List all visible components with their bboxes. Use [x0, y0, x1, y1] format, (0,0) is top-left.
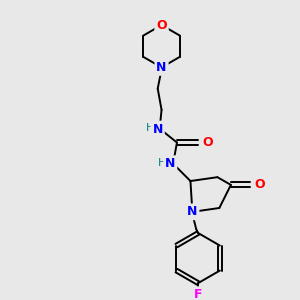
Text: O: O	[156, 19, 167, 32]
Text: F: F	[194, 288, 203, 300]
Text: N: N	[187, 205, 198, 218]
Text: O: O	[202, 136, 213, 149]
Text: N: N	[156, 61, 167, 74]
Text: H: H	[158, 158, 167, 168]
Text: O: O	[254, 178, 265, 191]
Text: N: N	[152, 122, 163, 136]
Text: H: H	[146, 123, 154, 133]
Text: N: N	[165, 157, 175, 170]
